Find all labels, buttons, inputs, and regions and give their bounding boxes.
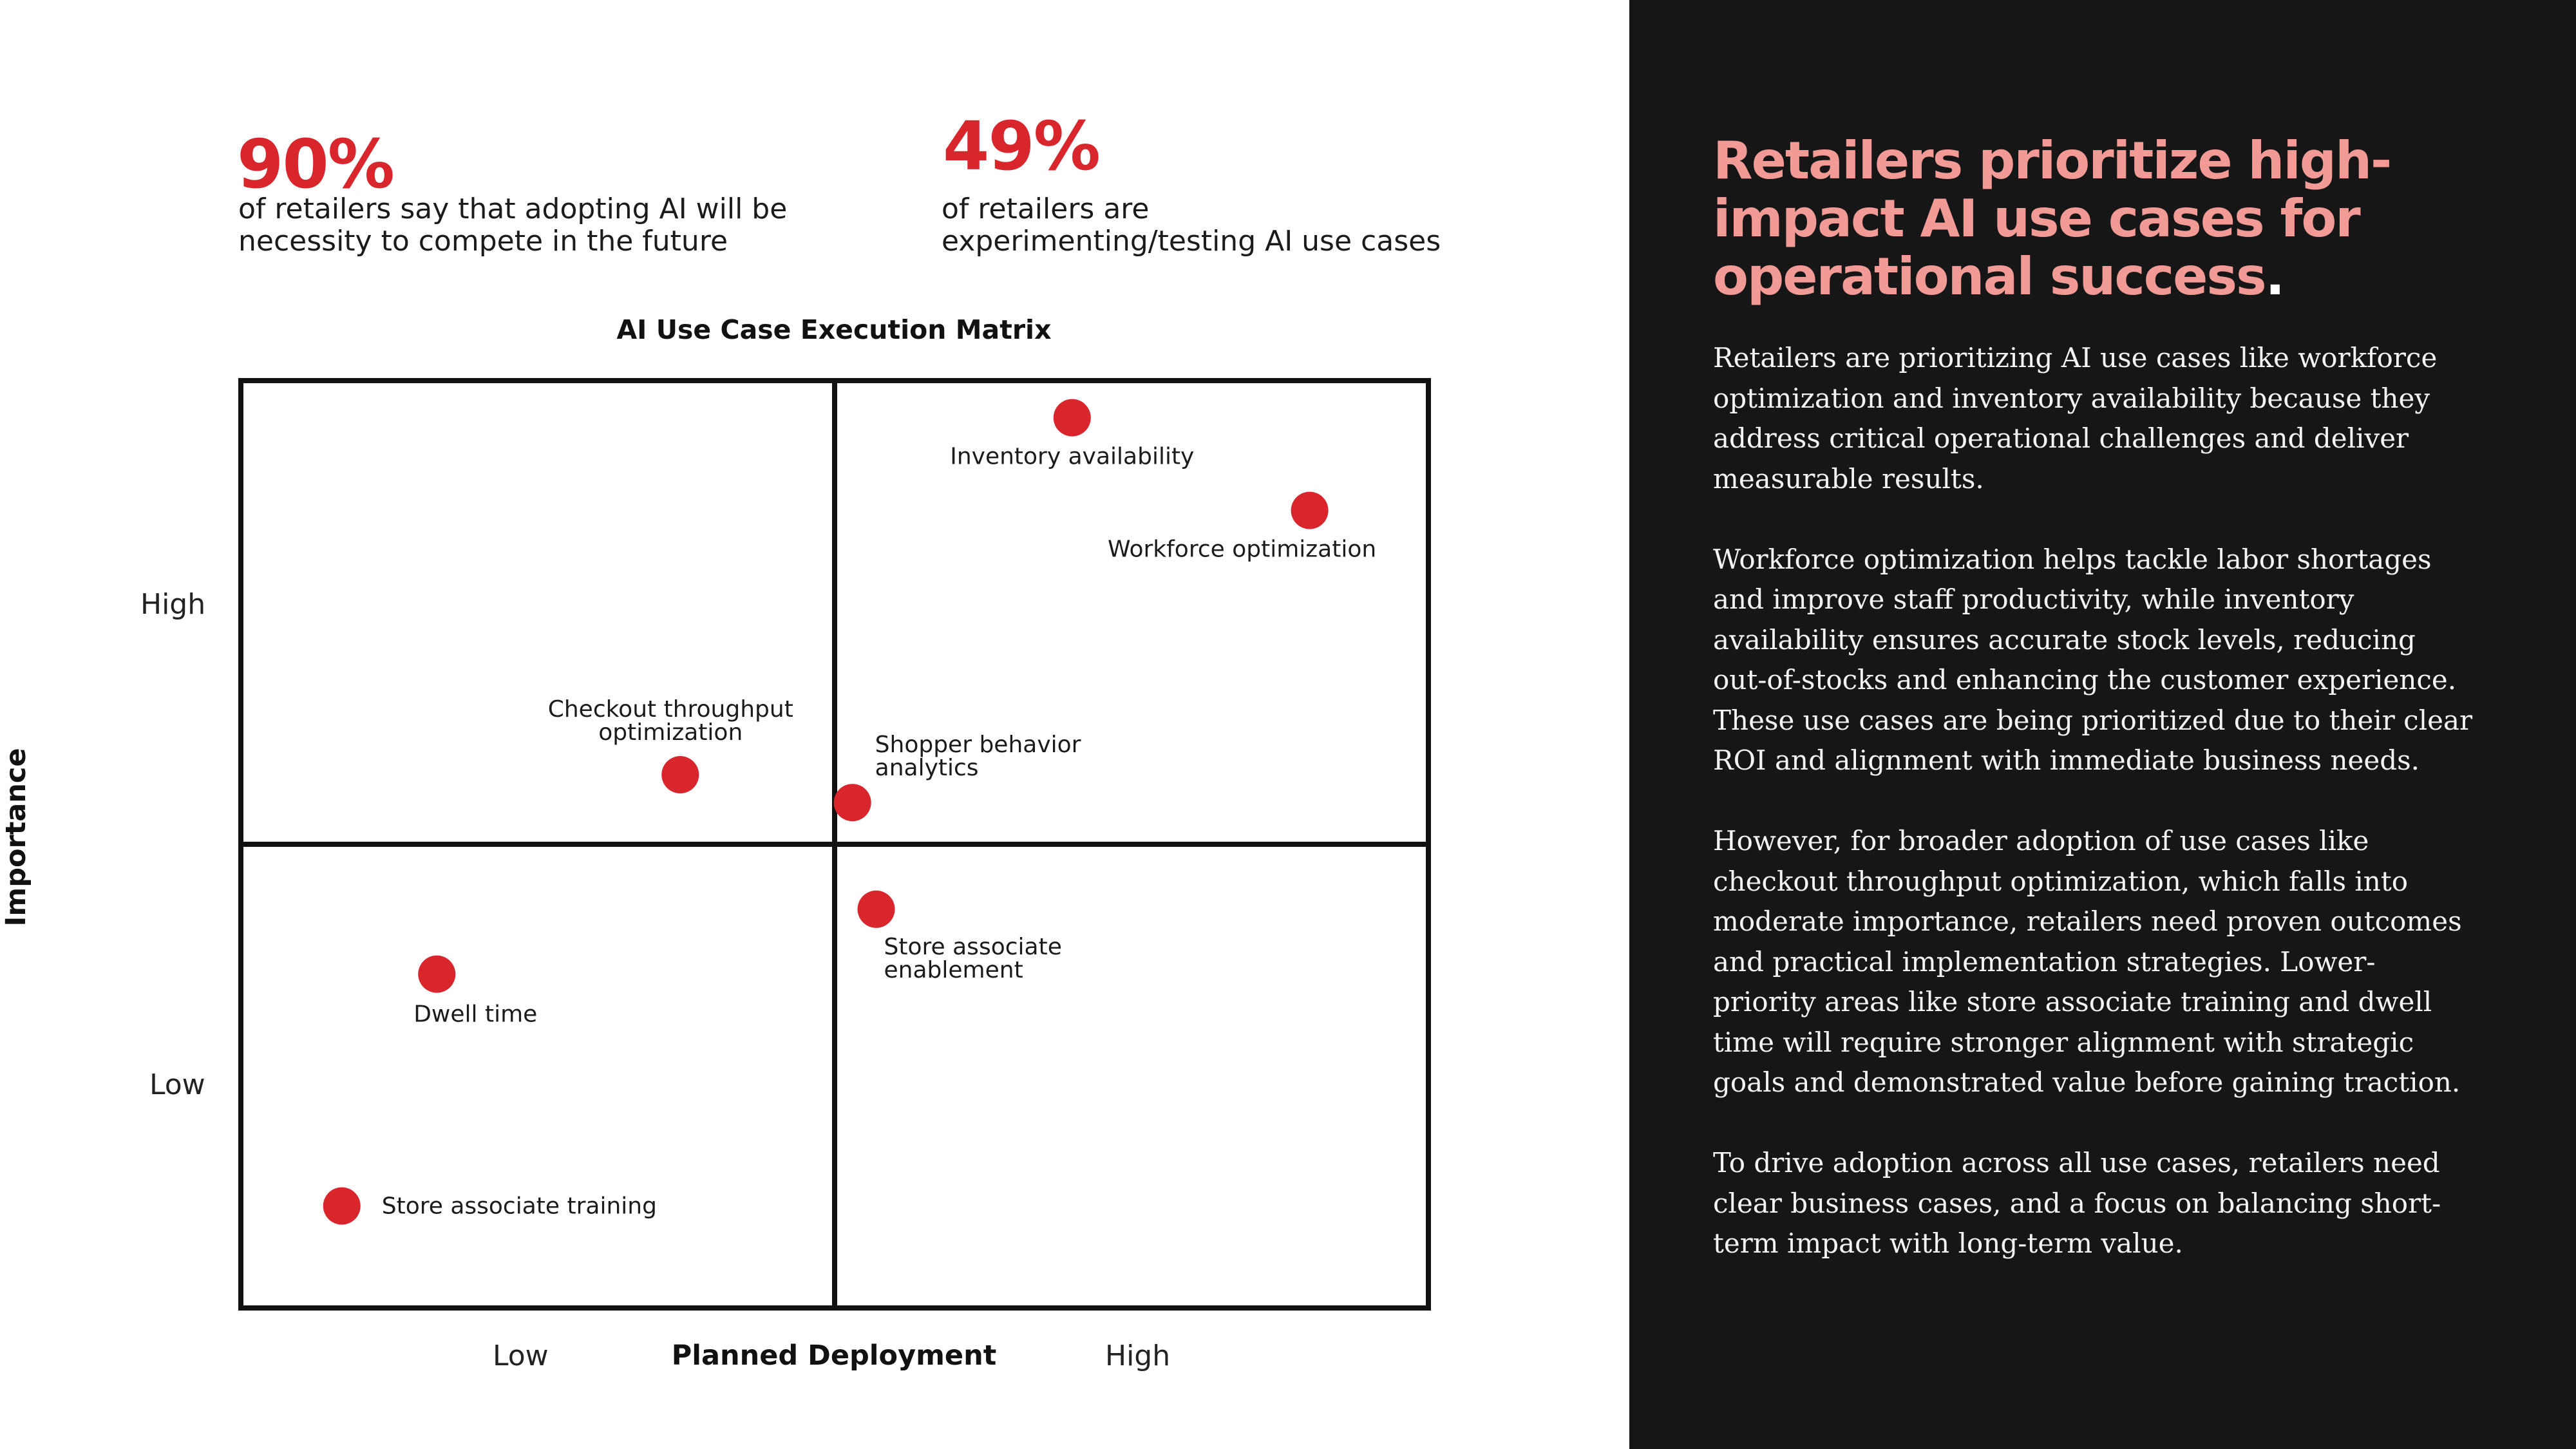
data-label-store-associate-enablement: Store associate enablement	[884, 934, 1062, 983]
data-label-workforce-optimization: Workforce optimization	[1108, 536, 1376, 563]
data-point-store-associate-training	[323, 1187, 361, 1225]
chart-title: AI Use Case Execution Matrix	[616, 314, 1052, 345]
stat-90-value: 90%	[237, 125, 395, 204]
panel-paragraph-2: Workforce optimization helps tackle labo…	[1713, 543, 2473, 777]
panel-paragraph-1: Retailers are prioritizing AI use cases …	[1713, 342, 2438, 495]
stat-49-value: 49%	[943, 107, 1101, 185]
panel-heading: Retailers prioritize high-impact AI use …	[1713, 132, 2473, 306]
y-tick-low: Low	[149, 1068, 205, 1101]
slide-right-panel	[1629, 0, 2576, 1449]
panel-paragraph-3: However, for broader adoption of use cas…	[1713, 825, 2462, 1098]
panel-heading-text: Retailers prioritize high-impact AI use …	[1713, 131, 2392, 307]
data-point-store-associate-enablement	[857, 890, 895, 928]
matrix-plot: Inventory availability Workforce optimiza…	[238, 378, 1431, 1311]
data-point-checkout-throughput-optimization	[661, 756, 699, 793]
data-point-shopper-behavior-analytics	[833, 784, 871, 822]
panel-body: Retailers are prioritizing AI use cases …	[1713, 338, 2473, 1304]
y-axis-label: Importance	[0, 748, 32, 927]
data-label-shopper-behavior-analytics: Shopper behavior analytics	[875, 732, 1081, 781]
y-tick-high: High	[140, 588, 206, 621]
data-label-inventory-availability: Inventory availability	[950, 444, 1194, 470]
panel-heading-period: .	[2265, 247, 2285, 307]
x-axis-label: Planned Deployment	[671, 1340, 997, 1372]
points-layer: Inventory availability Workforce optimiza…	[323, 399, 1376, 1225]
x-tick-high: High	[1105, 1340, 1171, 1372]
data-point-dwell-time	[418, 955, 456, 993]
data-point-workforce-optimization	[1291, 491, 1329, 529]
stat-49-description: of retailers are experimenting/testing A…	[942, 193, 1441, 258]
data-label-store-associate-training: Store associate training	[382, 1193, 657, 1220]
execution-matrix: Inventory availability Workforce optimiza…	[238, 378, 1431, 1311]
data-label-dwell-time: Dwell time	[413, 1001, 537, 1028]
x-tick-low: Low	[493, 1340, 549, 1372]
data-point-inventory-availability	[1053, 399, 1091, 437]
data-label-checkout-throughput-optimization: Checkout throughput optimization	[548, 696, 793, 746]
stat-90-description: of retailers say that adopting AI will b…	[238, 193, 788, 258]
panel-paragraph-4: To drive adoption across all use cases, …	[1713, 1147, 2441, 1259]
